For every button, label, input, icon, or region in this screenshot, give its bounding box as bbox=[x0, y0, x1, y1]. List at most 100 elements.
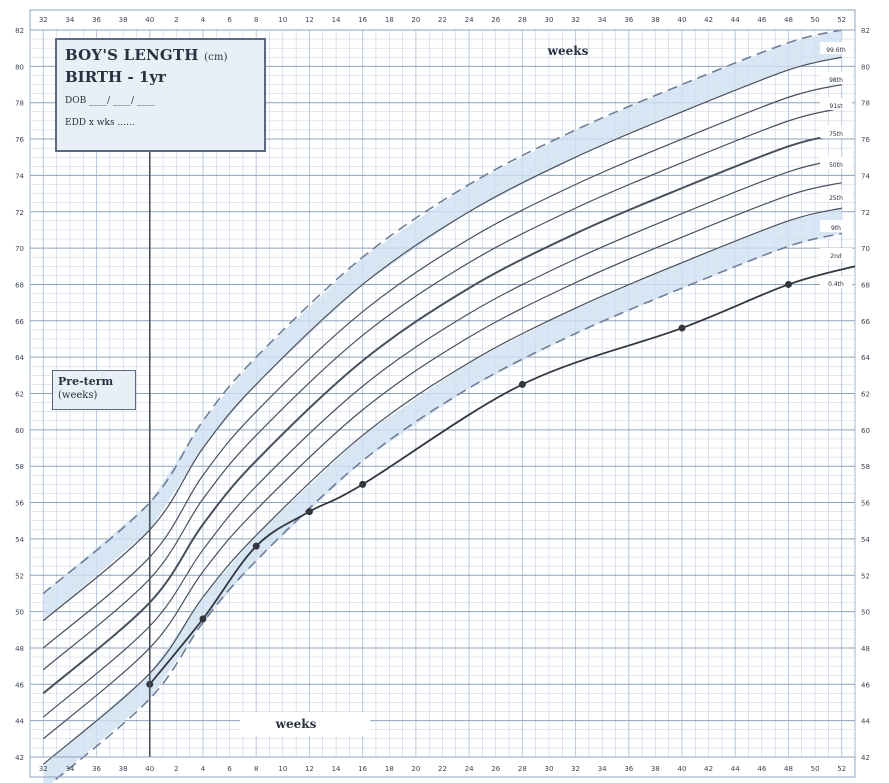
y-tick-label-left: 52 bbox=[15, 572, 24, 580]
x-tick-label-bottom: 36 bbox=[92, 765, 101, 773]
x-tick-label-top: 20 bbox=[411, 16, 420, 24]
x-tick-label-bottom: 32 bbox=[39, 765, 48, 773]
y-tick-label-right: 76 bbox=[861, 136, 870, 144]
x-tick-label-top: 50 bbox=[811, 16, 820, 24]
centile-label-bg bbox=[820, 157, 852, 169]
centile-label: 25th bbox=[829, 195, 843, 202]
x-tick-label-bottom: 38 bbox=[119, 765, 128, 773]
centile-label-bg bbox=[820, 276, 852, 288]
y-tick-label-right: 52 bbox=[861, 572, 870, 580]
y-tick-label-left: 80 bbox=[15, 63, 24, 71]
y-tick-label-left: 58 bbox=[15, 463, 24, 471]
y-tick-label-right: 80 bbox=[861, 63, 870, 71]
x-tick-label-bottom: 28 bbox=[518, 765, 527, 773]
centile-label: 9th bbox=[831, 225, 841, 232]
x-tick-label-top: 52 bbox=[837, 16, 846, 24]
y-tick-label-right: 44 bbox=[861, 718, 870, 726]
x-tick-label-bottom: 50 bbox=[811, 765, 820, 773]
centile-label-bg bbox=[820, 190, 852, 202]
x-tick-label-top: 8 bbox=[254, 16, 258, 24]
centile-75th bbox=[42, 107, 842, 671]
x-tick-label-bottom: 18 bbox=[385, 765, 394, 773]
x-tick-label-bottom: 12 bbox=[305, 765, 314, 773]
x-tick-label-bottom: 4 bbox=[201, 765, 206, 773]
x-tick-label-top: 32 bbox=[571, 16, 580, 24]
x-tick-label-top: 22 bbox=[438, 16, 447, 24]
x-tick-label-top: 32 bbox=[39, 16, 48, 24]
centile-label: 91st bbox=[829, 103, 843, 110]
x-tick-label-top: 26 bbox=[491, 16, 500, 24]
y-tick-label-left: 78 bbox=[15, 100, 24, 108]
x-tick-label-top: 24 bbox=[465, 16, 474, 24]
x-tick-label-bottom: 22 bbox=[438, 765, 447, 773]
x-tick-label-top: 42 bbox=[704, 16, 713, 24]
centile-label-bg bbox=[820, 220, 852, 232]
x-tick-label-top: 48 bbox=[784, 16, 793, 24]
x-tick-label-bottom: 24 bbox=[465, 765, 474, 773]
y-tick-label-right: 46 bbox=[861, 681, 870, 689]
y-tick-label-left: 46 bbox=[15, 681, 24, 689]
chart-subtitle: BIRTH - 1yr bbox=[65, 68, 166, 86]
chart-title: BOY'S LENGTH bbox=[65, 46, 199, 64]
y-tick-label-right: 58 bbox=[861, 463, 870, 471]
x-tick-label-bottom: 20 bbox=[411, 765, 420, 773]
x-tick-label-top: 36 bbox=[624, 16, 633, 24]
y-tick-label-left: 72 bbox=[15, 209, 24, 217]
x-tick-label-top: 10 bbox=[278, 16, 287, 24]
y-tick-label-right: 66 bbox=[861, 318, 870, 326]
x-tick-label-top: 2 bbox=[174, 16, 178, 24]
data-point bbox=[199, 615, 207, 623]
data-point bbox=[359, 480, 367, 488]
centile-label-bg bbox=[820, 248, 852, 260]
centile-label-bg bbox=[820, 42, 852, 54]
x-tick-label-bottom: 40 bbox=[678, 765, 687, 773]
x-tick-label-top: 34 bbox=[65, 16, 74, 24]
centile-2nd bbox=[42, 207, 842, 765]
x-tick-label-top: 38 bbox=[119, 16, 128, 24]
y-tick-label-right: 42 bbox=[861, 754, 870, 762]
y-tick-label-left: 42 bbox=[15, 754, 24, 762]
x-tick-label-top: 12 bbox=[305, 16, 314, 24]
data-point bbox=[518, 380, 526, 388]
y-tick-label-right: 62 bbox=[861, 391, 870, 399]
x-tick-label-bottom: 8 bbox=[254, 765, 258, 773]
x-tick-label-bottom: 30 bbox=[544, 765, 553, 773]
x-tick-label-bottom: 42 bbox=[704, 765, 713, 773]
y-tick-label-right: 60 bbox=[861, 427, 870, 435]
y-tick-label-right: 64 bbox=[861, 354, 870, 362]
x-tick-label-top: 44 bbox=[731, 16, 740, 24]
x-tick-label-bottom: 48 bbox=[784, 765, 793, 773]
centile-label: 0.4th bbox=[828, 281, 844, 288]
preterm-sub: (weeks) bbox=[58, 390, 98, 401]
y-tick-label-right: 70 bbox=[861, 245, 870, 253]
y-tick-label-left: 68 bbox=[15, 281, 24, 289]
edd-field[interactable]: EDD x wks ...... bbox=[65, 118, 135, 128]
data-point bbox=[252, 542, 260, 550]
centile-label-bg bbox=[820, 98, 852, 110]
y-tick-label-left: 44 bbox=[15, 718, 24, 726]
y-tick-label-right: 74 bbox=[861, 172, 870, 180]
y-tick-label-right: 72 bbox=[861, 209, 870, 217]
data-point bbox=[678, 324, 686, 332]
x-tick-label-top: 40 bbox=[678, 16, 687, 24]
centile-label-bg bbox=[820, 126, 852, 138]
x-tick-label-top: 30 bbox=[544, 16, 553, 24]
x-tick-label-bottom: 10 bbox=[278, 765, 287, 773]
centile-label: 75th bbox=[829, 131, 843, 138]
centile-50th bbox=[42, 132, 842, 695]
y-tick-label-right: 50 bbox=[861, 609, 870, 617]
y-tick-label-right: 48 bbox=[861, 645, 870, 653]
x-tick-label-bottom: 46 bbox=[757, 765, 766, 773]
y-tick-label-left: 60 bbox=[15, 427, 24, 435]
centile-99-6th bbox=[42, 29, 842, 595]
x-tick-label-top: 38 bbox=[651, 16, 660, 24]
x-tick-label-top: 14 bbox=[332, 16, 341, 24]
x-axis-label-bottom: weeks bbox=[275, 717, 317, 731]
x-tick-label-top: 4 bbox=[201, 16, 206, 24]
y-tick-label-left: 56 bbox=[15, 500, 24, 508]
dob-field[interactable]: DOB ____/ ____/ ____ bbox=[65, 96, 155, 106]
y-tick-label-left: 54 bbox=[15, 536, 24, 544]
y-tick-label-right: 82 bbox=[861, 27, 870, 35]
x-tick-label-bottom: 16 bbox=[358, 765, 367, 773]
